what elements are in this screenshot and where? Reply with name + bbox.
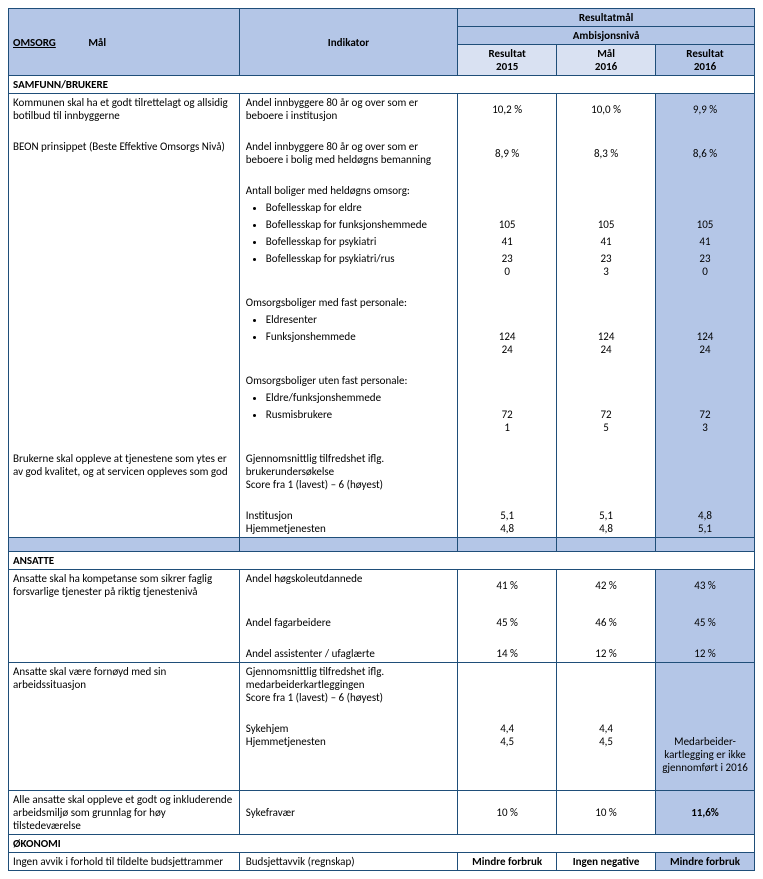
val: 41 — [557, 233, 656, 250]
val: 12424 — [656, 328, 755, 358]
mal-label: Mål — [88, 36, 106, 49]
utenpers-b1: Eldre/funksjonshemmede — [266, 391, 453, 404]
utenpers-title: Omsorgsboliger uten fast personale: — [239, 372, 457, 389]
ind-budsjettavvik: Budsjettavvik (regnskap) — [239, 852, 457, 870]
val: 10 % — [458, 790, 557, 834]
ansatte2-lines: SykehjemHjemmetjenesten — [239, 720, 457, 750]
val: 45 % — [656, 614, 755, 631]
header-resultat-2016: Resultat2016 — [656, 45, 755, 76]
val-r2016: 8,6 % — [656, 138, 755, 168]
heldogns-b1: Bofellesskap for eldre — [266, 201, 453, 214]
goal-botilbud: Kommunen skal ha et godt tilrettelagt og… — [9, 94, 240, 125]
val: 12424 — [557, 328, 656, 358]
ind-sykefravaer: Sykefravær — [239, 790, 457, 834]
val: 42 % — [557, 570, 656, 601]
val: 105 — [656, 216, 755, 233]
ansatte2-note: Medarbeider-kartlegging er ikke gjennomf… — [656, 720, 755, 790]
ansatte2-ind: Gjennomsnittlig tilfredshet iflg. medarb… — [239, 663, 457, 707]
header-resultat-2015: Resultat2015 — [458, 45, 557, 76]
section-ansatte: ANSATTE — [9, 552, 755, 570]
val: 723 — [656, 406, 755, 436]
ind-fagarbeidere: Andel fagarbeidere — [239, 614, 457, 631]
val: 14 % — [458, 645, 557, 663]
goal-brukere: Brukerne skal oppleve at tjenestene som … — [9, 450, 240, 493]
heldogns-b4: Bofellesskap for psykiatri/rus — [266, 252, 453, 265]
fastpers-title: Omsorgsboliger med fast personale: — [239, 294, 457, 311]
val: 5,14,8 — [557, 507, 656, 538]
val: 233 — [557, 250, 656, 280]
val: 230 — [458, 250, 557, 280]
val: 230 — [656, 250, 755, 280]
val-r2016: 9,9 % — [656, 94, 755, 125]
val-m2016: 8,3 % — [557, 138, 656, 168]
heldogns-b2: Bofellesskap for funksjonshemmede — [266, 218, 453, 231]
heldogns-b3: Bofellesskap for psykiatri — [266, 235, 453, 248]
heldogns-title: Antall boliger med heldøgns omsorg: — [239, 182, 457, 199]
val: 721 — [458, 406, 557, 436]
val: 4,44,5 — [458, 720, 557, 750]
goal-ansatte-fornoyd: Ansatte skal være fornøyd med sin arbeid… — [9, 663, 240, 707]
goal-ansatte-kompetanse: Ansatte skal ha kompetanse som sikrer fa… — [9, 570, 240, 601]
val: 105 — [557, 216, 656, 233]
section-okonomi: ØKONOMI — [9, 834, 755, 852]
ind-hogskole: Andel høgskoleutdannede — [239, 570, 457, 601]
val: 45 % — [458, 614, 557, 631]
val: Mindre forbruk — [656, 852, 755, 870]
val-r2015: 10,2 % — [458, 94, 557, 125]
val: 46 % — [557, 614, 656, 631]
val: 4,44,5 — [557, 720, 656, 750]
val: 4,85,1 — [656, 507, 755, 538]
val: 41 — [458, 233, 557, 250]
omsorg-label: OMSORG — [13, 36, 56, 49]
goal-beon: BEON prinsippet (Beste Effektive Omsorgs… — [9, 138, 240, 168]
val: 5,14,8 — [458, 507, 557, 538]
val-m2016: 10,0 % — [557, 94, 656, 125]
val-r2015: 8,9 % — [458, 138, 557, 168]
header-ambisjonsniva: Ambisjonsnivå — [458, 27, 755, 45]
val: 12424 — [458, 328, 557, 358]
val: 725 — [557, 406, 656, 436]
val: 12 % — [656, 645, 755, 663]
val: Ingen negative — [557, 852, 656, 870]
header-mal-2016: Mål2016 — [557, 45, 656, 76]
indicator-80-institusjon: Andel innbyggere 80 år og over som er be… — [239, 94, 457, 125]
ind-assistenter: Andel assistenter / ufaglærte — [239, 645, 457, 663]
goal-tilstede: Alle ansatte skal oppleve et godt og ink… — [9, 790, 240, 834]
val: 10 % — [557, 790, 656, 834]
utenpers-b2: Rusmisbrukere — [266, 408, 453, 421]
header-omsorg-mal: OMSORG Mål — [9, 9, 240, 76]
brukere-lines: InstitusjonHjemmetjenesten — [239, 507, 457, 538]
goal-budsjett: Ingen avvik i forhold til tildelte budsj… — [9, 852, 240, 870]
fastpers-b1: Eldresenter — [266, 313, 453, 326]
header-resultatmal: Resultatmål — [458, 9, 755, 27]
val: 11,6% — [656, 790, 755, 834]
indicator-80-heldogns: Andel innbyggere 80 år og over som er be… — [239, 138, 457, 168]
header-indikator: Indikator — [239, 9, 457, 76]
val: 41 — [656, 233, 755, 250]
omsorg-table: OMSORG Mål Indikator Resultatmål Ambisjo… — [8, 8, 755, 871]
val: 41 % — [458, 570, 557, 601]
section-samfunn-brukere: SAMFUNN/BRUKERE — [9, 76, 755, 94]
brukere-ind: Gjennomsnittlig tilfredshet iflg. bruker… — [239, 450, 457, 493]
val: 12 % — [557, 645, 656, 663]
val: Mindre forbruk — [458, 852, 557, 870]
fastpers-b2: Funksjonshemmede — [266, 330, 453, 343]
val: 43 % — [656, 570, 755, 601]
val: 105 — [458, 216, 557, 233]
